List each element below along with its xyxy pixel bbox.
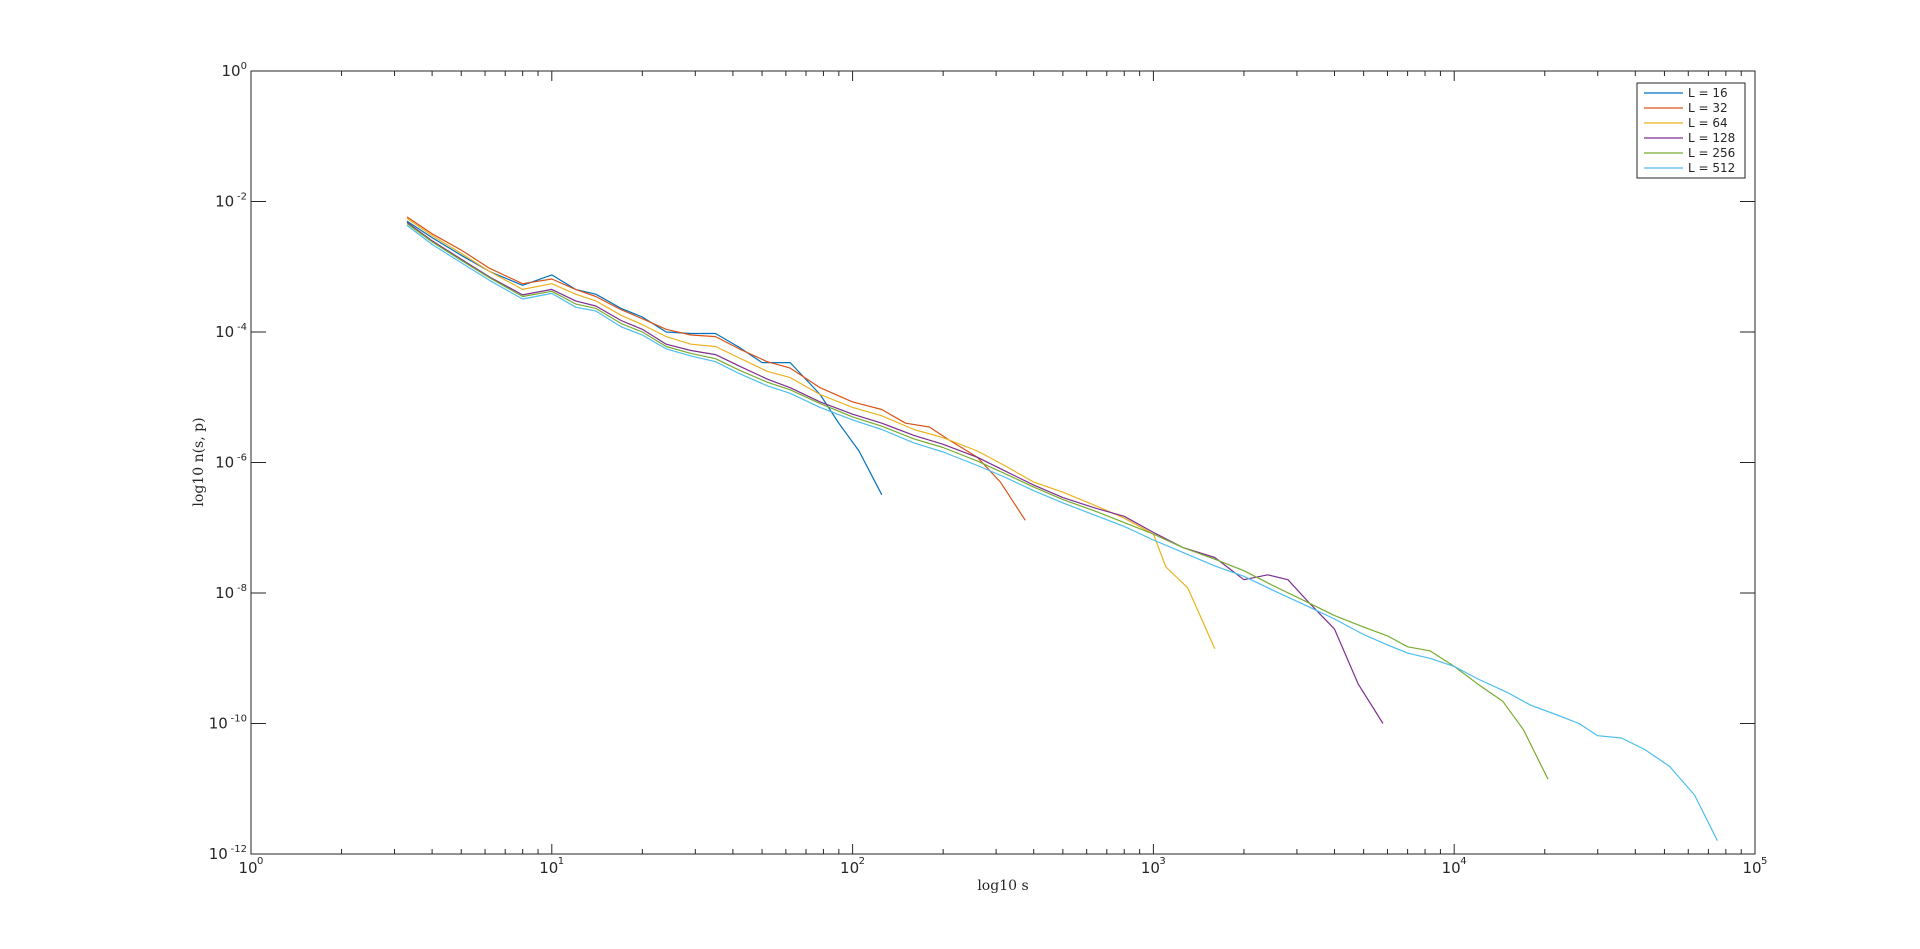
svg-text:10: 10 [215, 584, 234, 602]
series-line-4 [406, 221, 1384, 724]
x-tick-label: 10 4 [1442, 856, 1467, 877]
y-tick-label: -810 [215, 583, 247, 602]
svg-text:2: 2 [859, 856, 865, 867]
svg-text:10: 10 [215, 193, 234, 211]
legend-item: L = 64 [1644, 116, 1728, 130]
x-tick-label: 10 2 [840, 856, 865, 877]
svg-text:1: 1 [558, 856, 564, 867]
svg-text:0: 0 [257, 856, 263, 867]
svg-text:10: 10 [209, 845, 228, 863]
y-axis-label: log10 n(s, p) [191, 417, 207, 506]
legend-item: L = 32 [1644, 101, 1728, 115]
svg-text:0: 0 [241, 61, 247, 72]
svg-text:10: 10 [215, 454, 234, 472]
y-tick-label: -210 [215, 192, 247, 211]
svg-text:10: 10 [222, 62, 241, 80]
plot-area [250, 70, 1756, 855]
svg-text:3: 3 [1159, 856, 1165, 867]
y-tick-label: -610 [215, 453, 247, 472]
x-tick-label: 10 5 [1742, 856, 1767, 877]
legend-item: L = 512 [1644, 161, 1735, 175]
x-tick-label: 10 1 [539, 856, 564, 877]
legend-label: L = 32 [1688, 101, 1728, 115]
svg-text:-12: -12 [231, 844, 247, 855]
svg-text:10: 10 [209, 715, 228, 733]
x-axis-label: log10 s [977, 878, 1028, 894]
y-tick-label: 010 [222, 61, 247, 80]
axis-ticks [250, 70, 1755, 855]
series-line-5 [406, 223, 1549, 780]
svg-text:10: 10 [539, 859, 558, 877]
svg-text:10: 10 [238, 859, 257, 877]
svg-text:10: 10 [1742, 859, 1761, 877]
series-line-6 [406, 224, 1718, 841]
svg-text:4: 4 [1460, 856, 1466, 867]
legend-label: L = 64 [1688, 116, 1728, 130]
legend-box [1636, 82, 1746, 179]
legend-item: L = 16 [1644, 86, 1728, 100]
svg-text:-2: -2 [237, 192, 247, 203]
series-lines [406, 216, 1718, 841]
svg-text:5: 5 [1761, 856, 1767, 867]
svg-text:-6: -6 [237, 453, 247, 464]
svg-text:10: 10 [840, 859, 859, 877]
svg-text:10: 10 [1141, 859, 1160, 877]
legend-label: L = 512 [1688, 161, 1735, 175]
x-tick-label: 10 0 [238, 856, 263, 877]
legend-item: L = 256 [1644, 146, 1735, 160]
series-line-3 [406, 217, 1216, 649]
svg-text:10: 10 [1442, 859, 1461, 877]
svg-text:-4: -4 [237, 322, 247, 333]
series-line-2 [406, 216, 1026, 521]
svg-text:10: 10 [215, 323, 234, 341]
x-tick-label: 10 3 [1141, 856, 1166, 877]
legend-item: L = 128 [1644, 131, 1735, 145]
svg-text:-10: -10 [231, 714, 247, 725]
x-tick-labels: 10 0 10 1 10 2 10 3 10 4 10 5 [238, 856, 1767, 877]
legend-label: L = 256 [1688, 146, 1735, 160]
legend-label: L = 128 [1688, 131, 1735, 145]
y-tick-label: -410 [215, 322, 247, 341]
svg-text:-8: -8 [237, 583, 247, 594]
legend-label: L = 16 [1688, 86, 1728, 100]
